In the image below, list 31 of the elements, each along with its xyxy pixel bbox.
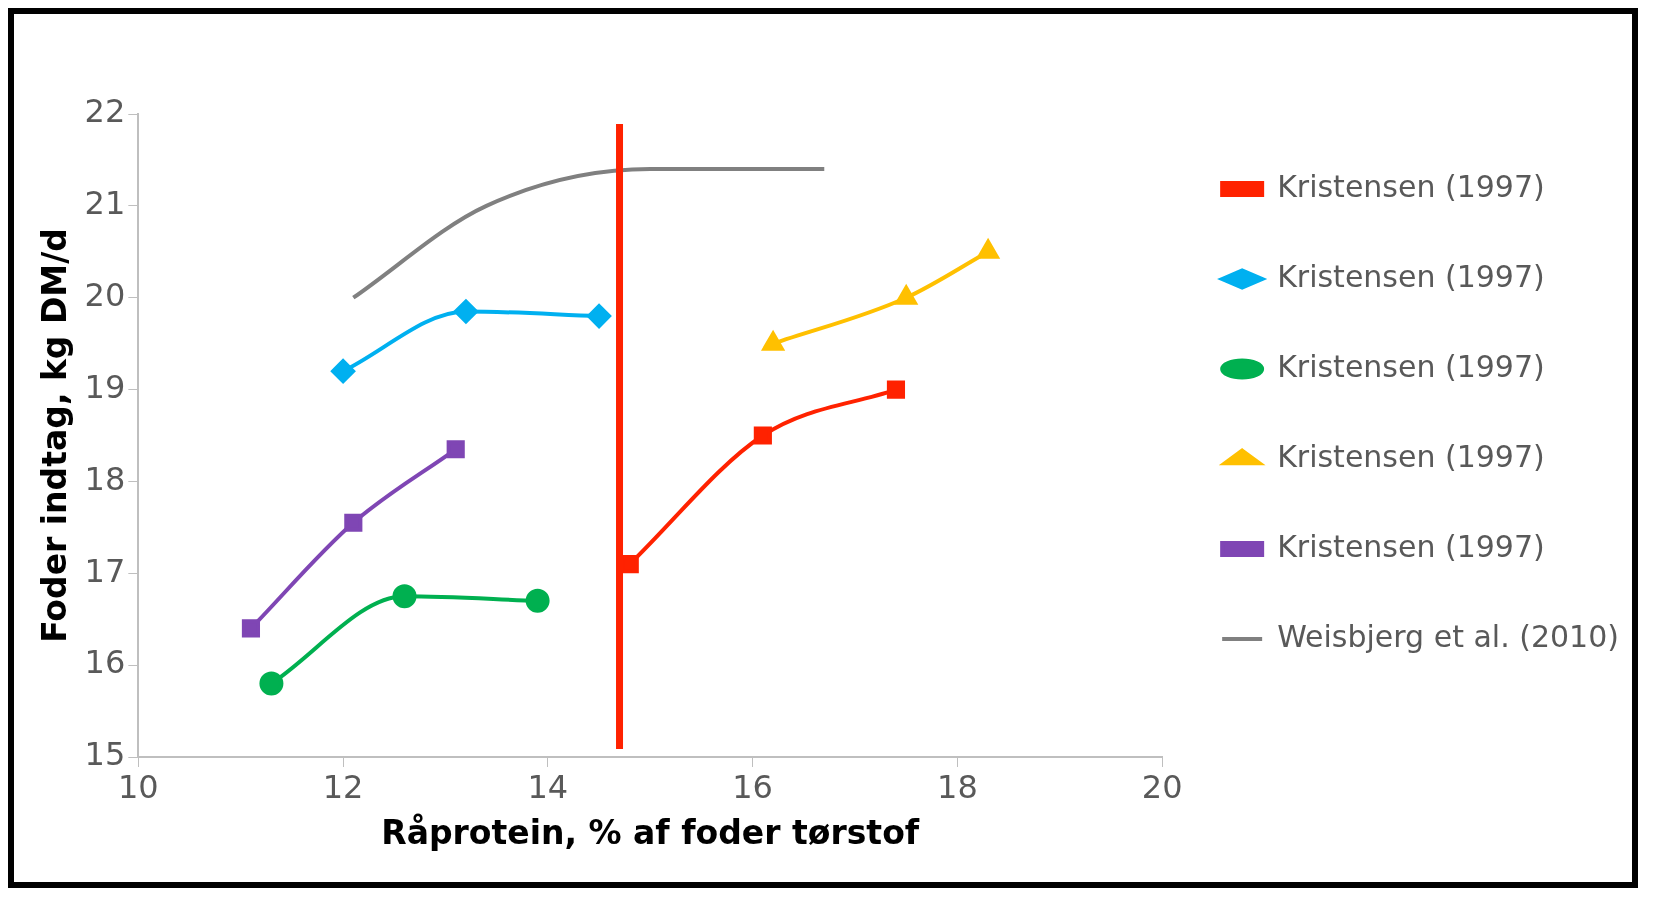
x-tick-label: 18	[937, 767, 978, 806]
point	[446, 440, 465, 459]
point	[886, 380, 906, 399]
point	[259, 671, 284, 696]
y-tick-label: 19	[84, 367, 126, 406]
y-tick-label: 21	[84, 184, 126, 223]
point	[344, 513, 363, 532]
point	[331, 359, 356, 384]
y-tick-label: 17	[84, 551, 126, 590]
point	[753, 426, 772, 445]
point	[241, 619, 261, 638]
point	[525, 588, 550, 613]
y-tick-label: 18	[84, 459, 126, 498]
legend-label: Kristensen (1997)	[1277, 168, 1545, 204]
legend-label: Kristensen (1997)	[1277, 258, 1545, 294]
legend-label: Kristensen (1997)	[1277, 438, 1545, 474]
x-axis-title: Råprotein, % af foder tørstof	[381, 812, 920, 852]
point	[392, 584, 417, 609]
y-tick-label: 22	[84, 92, 126, 131]
point	[453, 299, 478, 324]
y-tick-label: 16	[84, 643, 126, 682]
x-tick-label: 14	[527, 767, 569, 806]
y-axis-title: Foder indtag, kg DM/d	[35, 228, 75, 643]
legend-label: Kristensen (1997)	[1277, 528, 1545, 564]
y-tick-label: 20	[84, 276, 126, 315]
x-tick-label: 20	[1141, 767, 1183, 806]
x-tick-label: 12	[322, 767, 364, 806]
legend-label: Weisbjerg et al. (2010)	[1277, 618, 1620, 654]
legend-label: Kristensen (1997)	[1277, 348, 1545, 384]
point	[587, 304, 612, 329]
x-tick-label: 16	[732, 767, 773, 806]
